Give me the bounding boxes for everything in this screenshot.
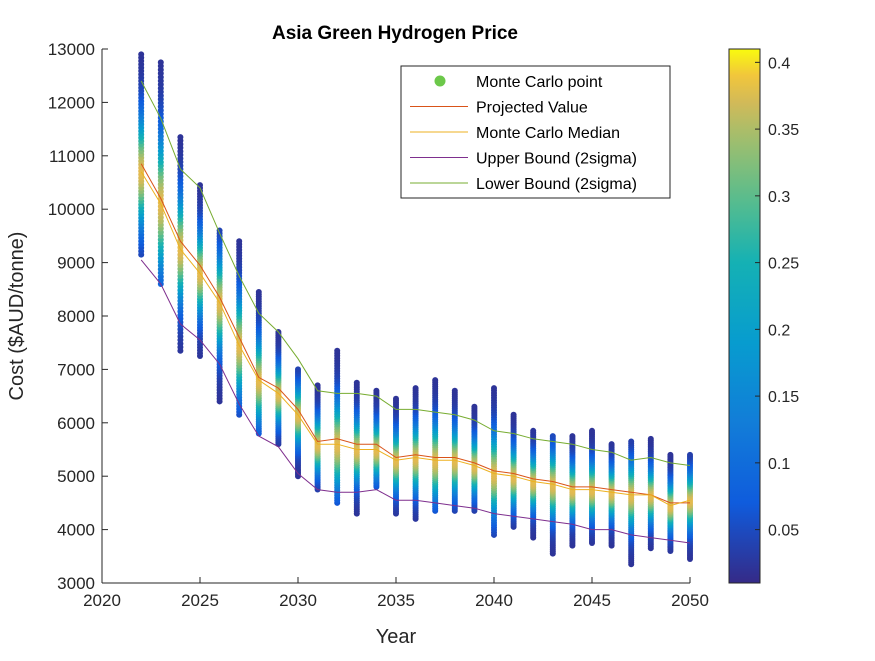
- series-line: [140, 259, 691, 544]
- legend-label: Projected Value: [476, 100, 588, 117]
- monte-carlo-point: [647, 435, 654, 442]
- x-tick-label: 2035: [377, 591, 415, 610]
- monte-carlo-point: [549, 433, 556, 440]
- y-tick-label: 6000: [57, 414, 95, 433]
- monte-carlo-point: [314, 382, 321, 389]
- series-line: [140, 163, 690, 504]
- colorbar-tick-label: 0.05: [768, 523, 799, 540]
- monte-carlo-point: [412, 385, 419, 392]
- colorbar-tick-label: 0.4: [768, 55, 790, 72]
- x-axis-label: Year: [376, 626, 417, 648]
- series-line: [140, 80, 691, 466]
- monte-carlo-point: [589, 427, 595, 434]
- legend-label: Monte Carlo Median: [476, 125, 620, 142]
- monte-carlo-point: [687, 451, 693, 458]
- colorbar-tick-label: 0.3: [768, 189, 790, 206]
- monte-carlo-point: [138, 51, 145, 58]
- legend-marker: [434, 75, 446, 87]
- colorbar-tick-label: 0.2: [768, 322, 790, 339]
- x-tick-label: 2050: [671, 591, 709, 610]
- legend-label: Lower Bound (2sigma): [476, 176, 637, 193]
- legend-label: Monte Carlo point: [476, 74, 603, 91]
- monte-carlo-point: [530, 427, 537, 434]
- monte-carlo-point: [608, 441, 615, 448]
- y-tick-label: 13000: [48, 40, 95, 59]
- y-tick-label: 12000: [48, 93, 95, 112]
- y-axis-label: Cost ($AUD/tonne): [6, 232, 28, 401]
- monte-carlo-point: [628, 438, 635, 445]
- x-tick-label: 2040: [475, 591, 513, 610]
- monte-carlo-point: [393, 395, 399, 402]
- y-tick-label: 8000: [57, 307, 95, 326]
- monte-carlo-point: [157, 59, 164, 66]
- x-tick-label: 2045: [573, 591, 611, 610]
- colorbar-scale: [728, 48, 761, 584]
- colorbar-tick-label: 0.1: [768, 456, 790, 473]
- monte-carlo-point: [471, 403, 478, 410]
- monte-carlo-point: [334, 347, 341, 354]
- y-tick-label: 5000: [57, 467, 95, 486]
- x-tick-label: 2025: [181, 591, 219, 610]
- colorbar-tick-label: 0.35: [768, 122, 799, 139]
- scatter-layer: [138, 51, 693, 568]
- monte-carlo-point: [432, 377, 439, 384]
- y-tick-label: 11000: [49, 147, 95, 166]
- monte-carlo-point: [295, 366, 301, 373]
- monte-carlo-point: [236, 238, 243, 245]
- chart-title: Asia Green Hydrogen Price: [272, 23, 518, 44]
- ticks-layer: 2020 2025 2030 2035 2040 2045 2050 3000 4000 5000…: [48, 40, 709, 610]
- y-tick-label: 7000: [57, 360, 95, 379]
- monte-carlo-point: [451, 387, 458, 394]
- series-line: [140, 171, 691, 507]
- legend-label: Upper Bound (2sigma): [476, 151, 637, 168]
- monte-carlo-point: [491, 385, 497, 392]
- monte-carlo-point: [353, 379, 360, 386]
- colorbar: 0.05 0.1 0.15 0.2 0.25 0.3 0.35 0.4: [728, 48, 799, 584]
- monte-carlo-point: [177, 134, 184, 141]
- monte-carlo-point: [255, 288, 262, 295]
- monte-carlo-point: [667, 451, 674, 458]
- legend: Monte Carlo point Projected Value Monte Ca…: [400, 65, 671, 199]
- monte-carlo-point: [373, 387, 380, 394]
- lines-layer: [140, 80, 691, 544]
- x-tick-label: 2020: [83, 591, 121, 610]
- colorbar-tick-label: 0.15: [768, 389, 799, 406]
- y-tick-label: 3000: [57, 574, 95, 593]
- monte-carlo-point: [569, 433, 576, 440]
- x-tick-label: 2030: [279, 591, 317, 610]
- monte-carlo-point: [510, 411, 517, 418]
- y-tick-label: 10000: [48, 200, 95, 219]
- y-tick-label: 9000: [57, 254, 95, 273]
- y-tick-label: 4000: [57, 521, 95, 540]
- colorbar-tick-label: 0.25: [768, 256, 799, 273]
